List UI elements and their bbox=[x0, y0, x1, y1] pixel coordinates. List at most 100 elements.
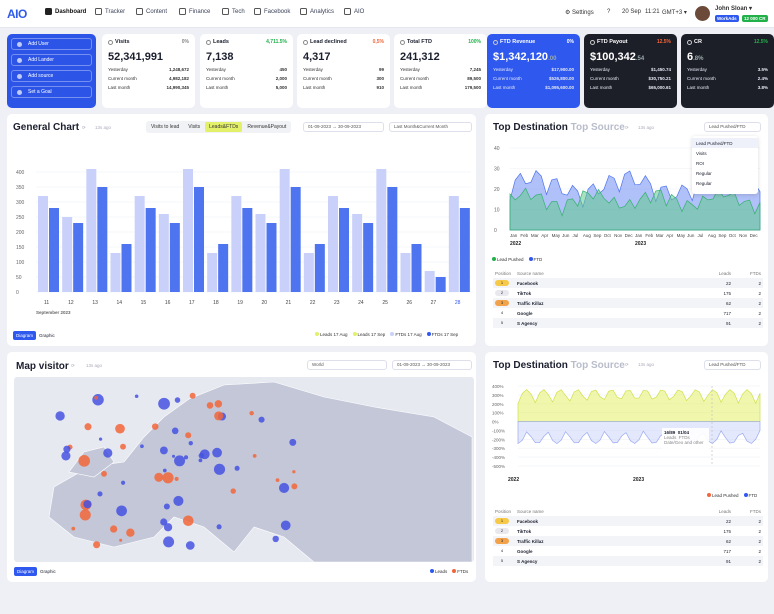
settings-button[interactable]: ⚙ Settings bbox=[565, 10, 594, 16]
graphic-toggle[interactable]: Graphic bbox=[40, 569, 56, 574]
lead-marker[interactable] bbox=[55, 411, 65, 421]
lead-marker[interactable] bbox=[188, 441, 193, 446]
tab-visits-to-lead[interactable]: Visits to lead bbox=[151, 124, 180, 130]
ftd-marker[interactable] bbox=[292, 470, 296, 474]
ftd-marker[interactable] bbox=[151, 423, 159, 430]
lead-marker[interactable] bbox=[160, 518, 168, 526]
lead-marker[interactable] bbox=[158, 397, 170, 410]
ftd-marker[interactable] bbox=[249, 410, 254, 416]
table-row[interactable]: 2 TikTok 175 2 bbox=[493, 526, 763, 536]
graphic-toggle[interactable]: Graphic bbox=[39, 333, 55, 338]
ftd-marker[interactable] bbox=[174, 476, 179, 481]
ftd-marker[interactable] bbox=[291, 483, 298, 490]
lead-marker[interactable] bbox=[185, 541, 195, 550]
europe-map[interactable] bbox=[14, 377, 474, 562]
ftd-marker[interactable] bbox=[252, 453, 257, 458]
ftd-marker[interactable] bbox=[214, 400, 223, 408]
ftd-marker[interactable] bbox=[115, 423, 125, 434]
lead-marker[interactable] bbox=[279, 482, 290, 494]
ftd-marker[interactable] bbox=[230, 488, 236, 494]
lead-marker[interactable] bbox=[83, 500, 92, 509]
lead-marker[interactable] bbox=[216, 524, 222, 530]
lead-marker[interactable] bbox=[174, 397, 181, 403]
lead-marker[interactable] bbox=[159, 446, 168, 455]
lead-marker[interactable] bbox=[258, 416, 265, 423]
ftd-marker[interactable] bbox=[126, 528, 135, 537]
table-row[interactable]: 3 Traffic Killaz 62 2 bbox=[493, 536, 763, 546]
lead-marker[interactable] bbox=[140, 444, 144, 449]
menu-item-roi[interactable]: ROI bbox=[696, 160, 705, 166]
ftd-marker[interactable] bbox=[71, 526, 76, 531]
lead-marker[interactable] bbox=[198, 458, 203, 463]
stat-card-ftd-revenue[interactable]: FTD Revenue 0% $1,342,120.00 Yesterday $17,9… bbox=[487, 34, 580, 108]
stat-card-total-ftd[interactable]: Total FTD 100% 241,312 Yesterday 7,245 Curren… bbox=[394, 34, 487, 108]
stat-card-ftd-payout[interactable]: FTD Payout 12.5% $100,342.54 Yesterday $1,45… bbox=[584, 34, 677, 108]
set-goal-button[interactable]: Set a Goal bbox=[11, 86, 92, 98]
lead-marker[interactable] bbox=[163, 503, 170, 510]
avatar[interactable] bbox=[695, 6, 710, 21]
lead-marker[interactable] bbox=[183, 455, 189, 460]
tab-revenue-payout[interactable]: Revenue&Payout bbox=[247, 124, 287, 130]
add-user-button[interactable]: Add User bbox=[11, 38, 92, 50]
user-name[interactable]: John Sloan ▾ bbox=[715, 6, 753, 12]
lead-marker[interactable] bbox=[212, 447, 222, 458]
stat-card-leads[interactable]: Leads 4,711.5% 7,138 Yesterday 450 Current mo… bbox=[200, 34, 293, 108]
tab-visits[interactable]: Visits bbox=[188, 124, 201, 130]
lead-marker[interactable] bbox=[97, 491, 103, 497]
period-select[interactable]: Last Month&Current Month bbox=[389, 122, 472, 132]
table-row[interactable]: 3 Traffic Killaz 62 2 bbox=[493, 298, 763, 308]
map-date-picker[interactable]: 01-09-2023 → 30-09-2023 bbox=[392, 360, 472, 370]
logo[interactable]: AIO bbox=[7, 7, 27, 21]
lead-marker[interactable] bbox=[103, 448, 113, 458]
nav-content[interactable]: Content bbox=[136, 8, 167, 15]
ftd-marker[interactable] bbox=[84, 423, 92, 431]
ftd-marker[interactable] bbox=[120, 443, 126, 450]
table-row[interactable]: 4 Google 717 2 bbox=[493, 308, 763, 318]
table-row[interactable]: 5 S Agency 91 2 bbox=[493, 556, 763, 566]
diagram-toggle[interactable]: Diagram bbox=[13, 331, 37, 340]
lead-marker[interactable] bbox=[171, 454, 176, 458]
stat-card-cr[interactable]: CR 12.5% 6.8% Yesterday 3.5% Current month 2.4… bbox=[681, 34, 774, 108]
lead-marker[interactable] bbox=[199, 449, 210, 460]
ftd-marker[interactable] bbox=[110, 525, 118, 533]
refresh-icon[interactable]: ⟳ bbox=[625, 362, 629, 367]
metric-select-2[interactable]: Lead Pushed/FTD bbox=[704, 360, 761, 370]
table-row[interactable]: 2 TikTok 175 2 bbox=[493, 288, 763, 298]
nav-analytics[interactable]: Analytics bbox=[300, 8, 334, 15]
lead-marker[interactable] bbox=[234, 465, 240, 471]
ftd-marker[interactable] bbox=[162, 472, 174, 484]
ftd-marker[interactable] bbox=[79, 509, 91, 521]
lead-marker[interactable] bbox=[289, 438, 297, 446]
menu-item-regular[interactable]: Regular bbox=[696, 170, 712, 176]
timezone-select[interactable]: GMT+3 ▾ bbox=[662, 10, 687, 16]
ftd-marker[interactable] bbox=[189, 392, 196, 399]
stat-card-visits[interactable]: Visits 0% 52,341,991 Yesterday 1,248,672 Curr… bbox=[102, 34, 195, 108]
lead-marker[interactable] bbox=[213, 463, 226, 475]
table-row[interactable]: 5 S Agency 91 2 bbox=[493, 318, 763, 328]
ftd-marker[interactable] bbox=[182, 515, 194, 527]
ftd-marker[interactable] bbox=[275, 478, 280, 482]
ftd-marker[interactable] bbox=[78, 455, 90, 467]
tab-leads-ftds[interactable]: Leads&FTDs bbox=[205, 122, 243, 132]
lead-marker[interactable] bbox=[162, 468, 167, 473]
lead-marker[interactable] bbox=[171, 427, 179, 435]
ftd-marker[interactable] bbox=[206, 402, 214, 409]
refresh-icon[interactable]: ⟳ bbox=[71, 363, 75, 368]
stat-card-lead-declined[interactable]: Lead declined 0,5% 4,317 Yesterday 99 Current… bbox=[297, 34, 390, 108]
lead-marker[interactable] bbox=[134, 394, 139, 399]
lead-marker[interactable] bbox=[163, 536, 175, 548]
date-range-picker[interactable]: 01-09-2023 → 30-09-2023 bbox=[303, 122, 384, 132]
menu-item-lead-pushed[interactable]: Lead Pushed/FTD bbox=[692, 138, 758, 148]
menu-item-visits[interactable]: Visits bbox=[696, 150, 707, 156]
ftd-marker[interactable] bbox=[94, 395, 99, 400]
nav-aio[interactable]: AIO bbox=[344, 8, 364, 15]
table-row[interactable]: 4 Google 717 2 bbox=[493, 546, 763, 556]
help-icon[interactable]: ? bbox=[607, 9, 611, 15]
refresh-icon[interactable]: ⟳ bbox=[82, 125, 86, 130]
add-source-button[interactable]: Add source bbox=[11, 70, 92, 82]
ftd-marker[interactable] bbox=[154, 472, 164, 482]
ftd-marker[interactable] bbox=[93, 541, 101, 549]
nav-tech[interactable]: Tech bbox=[222, 8, 245, 15]
nav-finance[interactable]: Finance bbox=[179, 8, 210, 15]
nav-dashboard[interactable]: Dashboard bbox=[45, 8, 86, 15]
